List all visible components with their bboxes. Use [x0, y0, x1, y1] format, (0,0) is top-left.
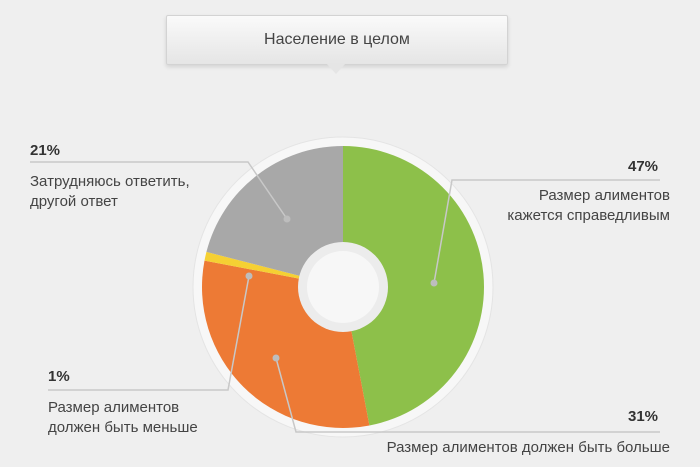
- donut-hole: [307, 251, 379, 323]
- slice-label-line: Размер алиментов: [48, 399, 180, 416]
- slice-value-label-fair: 47%: [628, 158, 659, 175]
- leader-lines: [30, 161, 660, 433]
- leader-line: [433, 179, 660, 284]
- slice-value-label-less: 1%: [48, 368, 70, 385]
- slice-label-line: Размер алиментов должен быть больше: [386, 439, 670, 456]
- slice-label-line: должен быть меньше: [48, 419, 198, 436]
- leader-line: [48, 275, 250, 391]
- slice-label-line: Затрудняюсь ответить,: [30, 173, 190, 190]
- slice-label-more: Размер алиментов должен быть больше: [387, 438, 670, 458]
- slice-fair: [343, 146, 484, 426]
- leader-dot: [283, 215, 291, 223]
- leader-dot: [272, 354, 280, 362]
- chart-title: Население в целом: [166, 15, 508, 65]
- slice-label-less: Размер алиментов должен быть меньше: [48, 398, 198, 438]
- leader-dot: [430, 279, 438, 287]
- leader-dot: [245, 272, 253, 280]
- leader-line: [30, 161, 288, 220]
- slice-label-line: кажется справедливым: [507, 207, 670, 224]
- slice-value-label-unsure: 21%: [30, 142, 61, 159]
- slice-label-line: Размер алиментов: [538, 187, 670, 204]
- slice-unsure: [206, 146, 343, 287]
- slice-label-line: другой ответ: [30, 193, 118, 210]
- title-pointer: [326, 63, 346, 74]
- slice-label-fair: Размер алиментов кажется справедливым: [507, 186, 670, 226]
- slice-label-unsure: Затрудняюсь ответить, другой ответ: [30, 172, 190, 212]
- leader-line: [275, 357, 660, 433]
- slice-value-label-more: 31%: [628, 408, 659, 425]
